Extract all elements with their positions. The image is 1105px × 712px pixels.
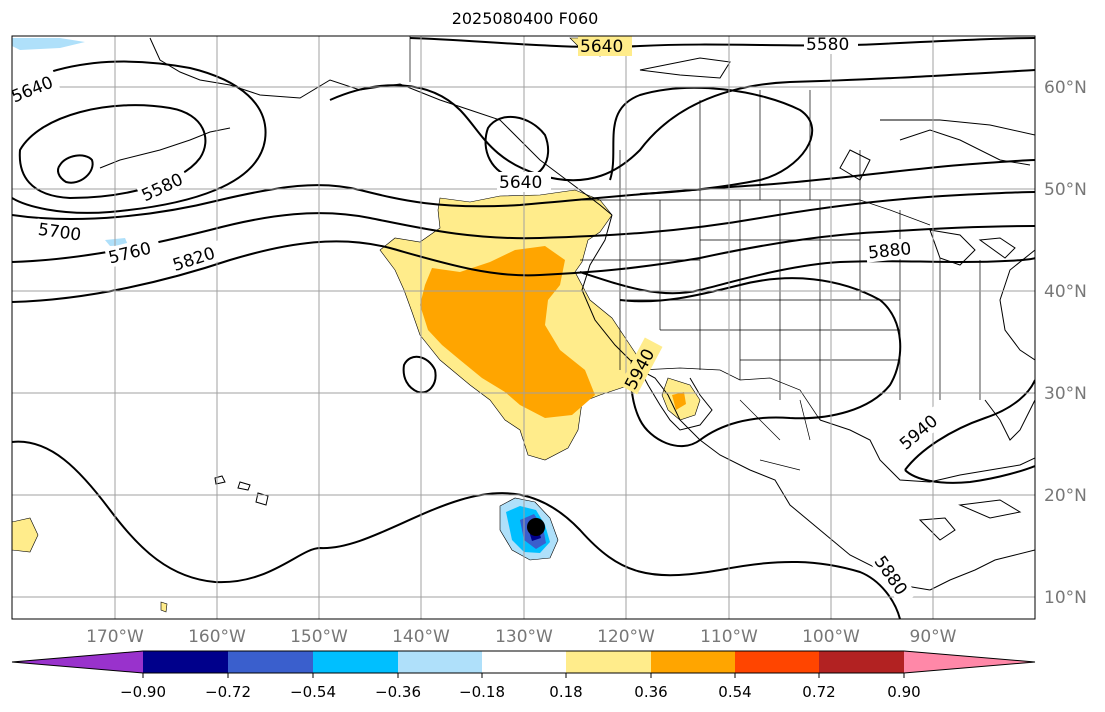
contour-5880-high xyxy=(619,277,902,447)
lat-label-40n: 40°N xyxy=(1044,282,1087,302)
colorbar-segment-2 xyxy=(228,651,313,673)
contour-5640-north-pacific xyxy=(12,60,267,214)
coastline-florida xyxy=(984,399,1035,441)
lon-label-160w: 160°W xyxy=(188,627,246,647)
storm-center-marker xyxy=(527,518,545,536)
lon-label-100w: 100°W xyxy=(802,627,860,647)
lon-label-140w: 140°W xyxy=(392,627,450,647)
colorbar-segment-3 xyxy=(313,651,398,673)
longitude-axis: 170°W 160°W 150°W 140°W 130°W 120°W 110°… xyxy=(86,627,957,647)
map-title: 2025080400 F060 xyxy=(451,9,599,28)
lon-label-110w: 110°W xyxy=(700,627,758,647)
colorbar-segment-7 xyxy=(651,651,735,673)
colorbar-segment-underflow xyxy=(12,651,143,673)
contour-label-5580-top: 5580 xyxy=(806,35,849,55)
contour-5880-main xyxy=(579,257,1035,295)
contour-5940-high xyxy=(904,379,1035,471)
colorbar-ticks xyxy=(142,673,905,678)
lat-label-20n: 20°N xyxy=(1044,486,1087,506)
lat-label-30n: 30°N xyxy=(1044,384,1087,404)
contour-5760 xyxy=(12,191,1035,263)
political-borders xyxy=(409,36,981,471)
contour-5940-east xyxy=(904,465,1035,484)
height-contours xyxy=(12,37,1035,619)
colorbar-tick-label-9: 0.72 xyxy=(802,683,835,701)
coastline-aleutians xyxy=(99,127,231,169)
lon-label-120w: 120°W xyxy=(597,627,655,647)
colorbar-tick-label-6: 0.18 xyxy=(549,683,582,701)
lon-label-130w: 130°W xyxy=(495,627,553,647)
colorbar-segment-9 xyxy=(819,651,904,673)
colorbar-tick-label-7: 0.36 xyxy=(634,683,667,701)
contour-label-5880-east: 5880 xyxy=(867,239,912,263)
mexico-state-borders xyxy=(739,399,811,471)
colorbar-tick-label-1: −0.90 xyxy=(120,683,166,701)
contour-5820 xyxy=(12,225,1035,303)
coastline-gulf-mexico xyxy=(819,419,1035,483)
colorbar: −0.90 −0.72 −0.54 −0.36 −0.18 0.18 0.36 … xyxy=(11,650,1036,701)
contour-arctic-third xyxy=(609,86,814,195)
colorbar-segment-6 xyxy=(566,651,651,673)
lon-label-150w: 150°W xyxy=(290,627,348,647)
lon-label-170w: 170°W xyxy=(86,627,144,647)
contour-small-closed xyxy=(402,355,437,394)
colorbar-tick-label-2: −0.72 xyxy=(205,683,251,701)
coastline-great-lakes xyxy=(929,229,1016,266)
colorbar-segment-1 xyxy=(143,651,228,673)
coastline-gulf-of-california xyxy=(639,369,713,431)
colorbar-segment-overflow xyxy=(904,651,1035,673)
map-panel: 5640 5580 5640 5580 5640 5700 5760 5820 … xyxy=(11,35,1036,620)
lat-label-10n: 10°N xyxy=(1044,588,1087,608)
positive-anomaly-region-baja-core xyxy=(672,392,686,410)
lat-label-50n: 50°N xyxy=(1044,180,1087,200)
colorbar-tick-label-8: 0.54 xyxy=(718,683,751,701)
colorbar-tick-label-3: −0.54 xyxy=(290,683,336,701)
contour-5520-low xyxy=(57,154,94,184)
lon-label-90w: 90°W xyxy=(910,627,957,647)
province-borders xyxy=(619,90,861,200)
colorbar-tick-label-10: 0.90 xyxy=(887,683,920,701)
contour-5640-alaska xyxy=(484,115,550,180)
colorbar-tick-label-5: −0.18 xyxy=(459,683,505,701)
coastlines xyxy=(99,37,1035,591)
negative-anomaly-speck xyxy=(105,238,128,246)
colorbar-tick-label-4: −0.36 xyxy=(375,683,421,701)
positive-anomaly-region-pacific-west xyxy=(12,517,39,553)
graticule xyxy=(12,36,1035,619)
contour-5580-north-pacific xyxy=(18,104,207,200)
negative-anomaly-region-arctic xyxy=(12,38,85,50)
latitude-axis: 60°N 50°N 40°N 30°N 20°N 10°N xyxy=(1044,78,1087,608)
coastline-alaska xyxy=(149,37,613,216)
colorbar-segment-4 xyxy=(398,651,482,673)
colorbar-segment-8 xyxy=(735,651,819,673)
positive-anomaly-region-strong xyxy=(420,246,595,418)
contour-5700 xyxy=(12,159,1035,221)
contour-5880-south xyxy=(12,440,901,619)
colorbar-segment-5 xyxy=(482,651,566,673)
positive-anomaly-speck xyxy=(160,601,168,613)
map-frame xyxy=(11,35,1036,620)
contour-label-5640-alaska: 5640 xyxy=(499,173,542,193)
contour-arctic-second xyxy=(329,69,1035,182)
coastline-central-america xyxy=(929,549,1035,591)
coastline-east-us xyxy=(999,249,1035,361)
lat-label-60n: 60°N xyxy=(1044,78,1087,98)
contour-arctic-north xyxy=(409,37,1035,48)
contour-label-5640-top: 5640 xyxy=(580,37,623,57)
coastline-west-us xyxy=(581,214,931,591)
